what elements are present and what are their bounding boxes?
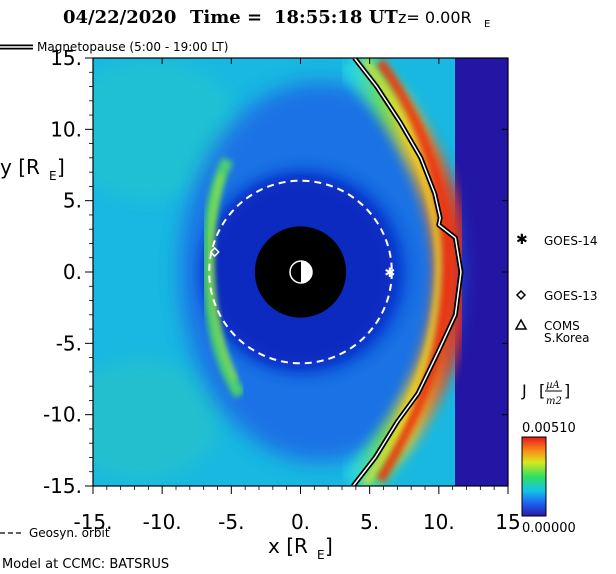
y-tick-label: 10. [50,117,82,141]
header-z-subscript: E [484,19,490,30]
axes: -15. -10. -5. 0. 5. 10. 15 15. 10. 5. 0. -5. -10. -15… [43,46,521,534]
y-tick-label: 5. [63,189,82,213]
coms-legend-icon [514,318,528,330]
x-tick-label: 10. [423,510,455,534]
model-footer: Model at CCMC: BATSRUS [2,557,169,572]
colorbar-unit-den: m2 [546,396,562,407]
goes14-marker-icon: ✱ [384,266,395,281]
colorbar-label: J [521,381,527,400]
satellite-markers: ✱ [209,246,395,281]
magnetopause-legend-label: Magnetopause (5:00 - 19:00 LT) [37,40,228,54]
coms-legend-label2: S.Korea [544,331,589,345]
svg-text:E: E [317,548,325,562]
colorbar-gradient [521,436,547,517]
magnetopause-line-inner [352,58,462,486]
magnetopause-legend: Magnetopause (5:00 - 19:00 LT) [0,40,228,54]
goes14-legend-label: GOES-14 [544,234,598,248]
y-tick-label: -15. [43,474,82,498]
svg-text:y [R: y [R [0,155,40,179]
header-date: 04/22/2020 [63,7,176,28]
x-tick-label: -15. [73,510,112,534]
earth-dayside-icon [301,261,312,283]
geosyn-legend: Geosyn. orbit [0,526,110,540]
coms-legend-label: COMS [544,319,580,333]
colorbar-max-label: 0.00510 [522,421,576,436]
goes14-legend-icon: ✱ [516,232,528,248]
earth [254,226,347,318]
goes13-marker-icon [209,246,220,258]
header-time-label: Time = [190,7,262,28]
svg-text:[: [ [539,381,545,400]
geosyn-legend-label: Geosyn. orbit [29,526,110,540]
svg-text:]: ] [325,534,333,558]
header-time: 18:55:18 UT [274,7,398,28]
geosynchronous-orbit [208,179,393,365]
y-tick-label: 0. [63,260,82,284]
header-z-label: z= 0.00R [398,8,472,27]
goes13-legend-icon [515,289,527,301]
colorbar-unit-num: µA [546,380,560,391]
colorbar: J [ µA m2 ] 0.00510 0.00000 [521,380,576,536]
colorbar-min-label: 0.00000 [522,521,576,536]
x-tick-label: -5. [218,510,244,534]
x-tick-label: 0. [291,510,310,534]
svg-text:]: ] [57,155,65,179]
magnetopause-line [351,58,464,486]
svg-text:E: E [49,169,57,183]
goes13-legend-label: GOES-13 [544,289,598,303]
x-tick-label: -10. [143,510,182,534]
y-tick-label: -10. [43,403,82,427]
satellite-legend: ✱ GOES-14 GOES-13 COMS S.Korea [514,232,598,345]
x-tick-label: 15 [495,510,520,534]
x-axis-label: x [R E ] [268,534,333,562]
y-axis-label: y [R E ] [0,155,65,183]
y-tick-label: 15. [50,46,82,70]
x-tick-label: 5. [360,510,379,534]
svg-text:x [R: x [R [268,534,308,558]
svg-text:]: ] [564,381,570,400]
y-tick-label: -5. [56,331,82,355]
